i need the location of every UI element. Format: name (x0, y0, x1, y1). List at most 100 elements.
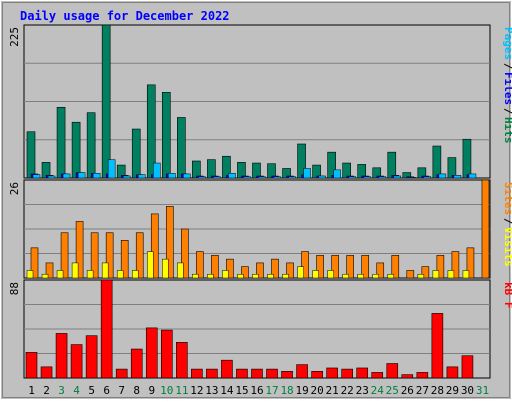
bar-pages-day-8 (137, 174, 146, 179)
bar-visits-day-25 (391, 255, 400, 279)
bar-pages-day-21 (333, 169, 341, 179)
x-tick-label: 12 (190, 384, 203, 397)
bar-visits-day-6 (105, 232, 114, 279)
bar-hits-day-1 (26, 131, 36, 179)
bar-pages-day-29 (453, 175, 462, 179)
bar-hits-day-4 (71, 121, 81, 179)
legend-hits: Hits (502, 117, 512, 144)
bar-visits-day-22 (346, 255, 354, 279)
bar-kbf-day-22 (341, 368, 353, 379)
bar-visits-day-29 (451, 251, 460, 279)
bar-pages-day-17 (273, 176, 281, 179)
frame-shadow (2, 2, 510, 398)
bar-visits-day-14 (226, 258, 234, 279)
bar-kbf-day-21 (326, 367, 338, 379)
bar-pages-day-19 (303, 168, 311, 179)
bar-sites-day-27 (417, 273, 425, 279)
bar-kbf-day-8 (130, 348, 143, 379)
x-tick-label: 22 (341, 384, 354, 397)
bar-kbf-day-18 (281, 371, 293, 379)
x-tick-label: 19 (295, 384, 308, 397)
bar-pages-day-1 (32, 174, 41, 179)
bar-pages-day-16 (258, 176, 266, 179)
bar-pages-day-18 (288, 176, 296, 179)
bar-visits-day-20 (316, 255, 324, 279)
x-tick-label: 31 (476, 384, 489, 397)
bar-sites-day-10 (162, 258, 169, 279)
bar-pages-day-22 (348, 176, 356, 179)
x-tick-label: 28 (431, 384, 444, 397)
legend-separator: / (502, 108, 512, 115)
x-tick-label: 7 (118, 384, 125, 397)
bar-pages-day-24 (378, 176, 386, 179)
bar-visits-day-11 (181, 228, 189, 279)
bar-visits-day-10 (165, 206, 174, 279)
bar-pages-day-25 (393, 175, 402, 179)
bar-visits-day-16 (256, 262, 264, 279)
x-tick-label: 6 (103, 384, 110, 397)
bar-pages-day-27 (423, 176, 432, 179)
bar-visits-day-31 (481, 179, 490, 279)
bar-hits-day-25 (387, 151, 397, 179)
bar-sites-day-24 (372, 273, 379, 279)
bar-hits-day-28 (432, 145, 442, 179)
bar-visits-day-4 (75, 221, 84, 279)
x-tick-label: 18 (280, 384, 293, 397)
bar-kbf-day-5 (85, 335, 98, 379)
bar-pages-day-9 (153, 162, 161, 179)
bar-kbf-day-19 (296, 364, 308, 379)
bar-visits-day-17 (271, 258, 279, 279)
bar-visits-day-30 (466, 247, 475, 279)
bar-sites-day-8 (131, 270, 139, 279)
bar-hits-day-10 (161, 92, 171, 179)
bar-sites-day-9 (147, 251, 154, 279)
bar-pages-day-5 (92, 172, 101, 179)
legend-files: Files (502, 72, 512, 105)
bar-kbf-day-1 (25, 352, 38, 379)
bar-visits-day-21 (331, 255, 339, 279)
bar-kbf-day-16 (251, 368, 263, 379)
x-tick-label: 3 (58, 384, 65, 397)
bar-pages-day-13 (213, 176, 221, 179)
bar-visits-day-13 (211, 255, 219, 279)
x-tick-label: 10 (160, 384, 173, 397)
bar-kbf-day-10 (160, 329, 173, 379)
bar-pages-day-20 (318, 175, 326, 179)
x-tick-label: 29 (446, 384, 459, 397)
bar-pages-day-28 (438, 173, 447, 179)
bar-hits-day-22 (342, 162, 351, 179)
bar-sites-day-16 (252, 273, 259, 279)
legend-kb-f: kB F (502, 282, 512, 309)
bar-visits-day-28 (436, 255, 445, 279)
bar-sites-day-12 (192, 273, 199, 279)
bar-visits-day-8 (135, 232, 144, 279)
x-tick-label: 8 (133, 384, 140, 397)
bar-sites-day-22 (342, 273, 349, 279)
bar-kbf-day-29 (446, 366, 459, 379)
bar-sites-day-25 (387, 273, 395, 279)
bar-hits-day-30 (462, 138, 472, 179)
bar-hits-day-16 (252, 162, 261, 179)
legend-separator: / (502, 63, 512, 70)
bar-pages-day-10 (168, 172, 176, 179)
bar-sites-day-11 (177, 262, 184, 279)
bar-visits-day-5 (90, 232, 99, 279)
x-tick-label: 26 (401, 384, 414, 397)
x-tick-label: 24 (371, 384, 385, 397)
bar-sites-day-28 (432, 270, 440, 279)
bar-visits-day-9 (150, 213, 159, 279)
x-tick-label: 21 (326, 384, 339, 397)
legend-visits: Visits (502, 227, 512, 267)
bar-hits-day-5 (86, 112, 96, 179)
bar-visits-day-26 (406, 270, 415, 279)
bar-visits-day-3 (60, 232, 69, 279)
x-tick-label: 9 (148, 384, 155, 397)
bar-kbf-day-4 (70, 344, 83, 379)
x-tick-label: 11 (175, 384, 188, 397)
bar-sites-day-29 (447, 270, 455, 279)
bar-hits-day-3 (56, 106, 66, 179)
bar-kbf-day-7 (115, 368, 128, 379)
bar-sites-day-5 (86, 270, 94, 279)
bar-kbf-day-20 (311, 371, 323, 379)
bar-kbf-day-25 (386, 363, 399, 379)
